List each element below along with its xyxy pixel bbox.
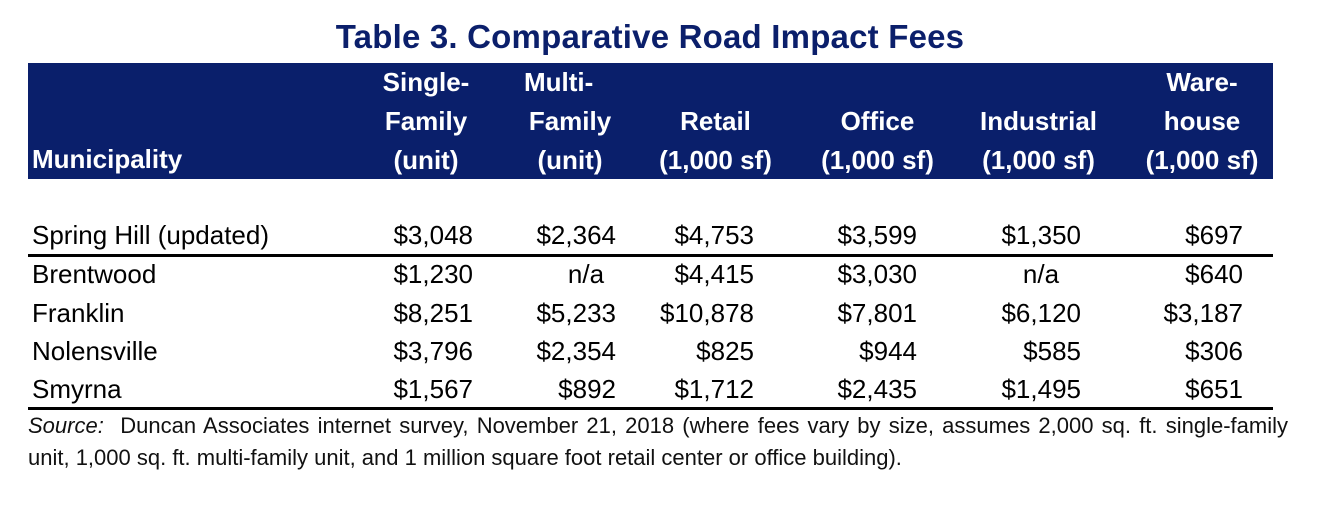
cell-industrial: n/a xyxy=(1022,259,1060,289)
header-multi-family: Multi- Family (unit) xyxy=(516,63,624,180)
header-multi-family-line-2: Family xyxy=(528,106,612,136)
row-divider xyxy=(28,254,1273,257)
header-municipality: Municipality xyxy=(32,144,183,174)
table-header-band xyxy=(28,63,1273,179)
header-office-line-1 xyxy=(810,63,945,102)
cell-multi-family: $5,233 xyxy=(536,298,616,328)
header-retail-line-2: Retail xyxy=(680,106,751,136)
cell-warehouse: $306 xyxy=(1185,336,1243,366)
cell-retail: $4,753 xyxy=(674,220,754,250)
cell-single-family: $1,567 xyxy=(393,374,473,404)
cell-industrial: $6,120 xyxy=(1001,298,1081,328)
header-industrial-line-1 xyxy=(971,63,1106,102)
header-multi-family-line-1: Multi- xyxy=(524,67,594,97)
header-retail-line-3: (1,000 sf) xyxy=(659,145,772,175)
header-single-family-line-2: Family xyxy=(384,106,468,136)
header-industrial: Industrial (1,000 sf) xyxy=(971,63,1106,180)
header-multi-family-line-3: (unit) xyxy=(537,145,603,175)
cell-single-family: $3,796 xyxy=(393,336,473,366)
header-industrial-line-2: Industrial xyxy=(979,106,1097,136)
cell-office: $7,801 xyxy=(837,298,917,328)
table-row-smyrna: Smyrna $1,567 $892 $1,712 $2,435 $1,495 … xyxy=(28,370,1273,409)
cell-office: $3,030 xyxy=(837,259,917,289)
row-municipality: Brentwood xyxy=(32,259,157,289)
cell-warehouse: $3,187 xyxy=(1163,298,1243,328)
header-single-family: Single- Family (unit) xyxy=(372,63,480,180)
cell-office: $944 xyxy=(859,336,917,366)
cell-retail: $825 xyxy=(696,336,754,366)
source-note: Source: Duncan Associates internet surve… xyxy=(28,410,1288,474)
table-row-nolensville: Nolensville $3,796 $2,354 $825 $944 $585… xyxy=(28,332,1273,371)
cell-industrial: $1,350 xyxy=(1001,220,1081,250)
row-municipality: Nolensville xyxy=(32,336,158,366)
cell-warehouse: $651 xyxy=(1185,374,1243,404)
table-row-spring-hill: Spring Hill (updated) $3,048 $2,364 $4,7… xyxy=(28,216,1273,255)
row-municipality: Smyrna xyxy=(32,374,122,404)
cell-multi-family: $892 xyxy=(558,374,616,404)
cell-single-family: $3,048 xyxy=(393,220,473,250)
cell-multi-family: $2,364 xyxy=(536,220,616,250)
header-retail: Retail (1,000 sf) xyxy=(648,63,783,180)
source-label: Source: xyxy=(28,413,104,438)
header-office-line-3: (1,000 sf) xyxy=(821,145,934,175)
header-warehouse-line-2: house xyxy=(1163,106,1241,136)
cell-retail: $10,878 xyxy=(660,298,754,328)
header-single-family-line-1: Single- xyxy=(382,67,470,97)
cell-office: $2,435 xyxy=(837,374,917,404)
cell-industrial: $1,495 xyxy=(1001,374,1081,404)
cell-multi-family: n/a xyxy=(567,259,605,289)
header-office: Office (1,000 sf) xyxy=(810,63,945,180)
cell-retail: $4,415 xyxy=(674,259,754,289)
cell-industrial: $585 xyxy=(1023,336,1081,366)
table-row-franklin: Franklin $8,251 $5,233 $10,878 $7,801 $6… xyxy=(28,294,1273,333)
table-title: Table 3. Comparative Road Impact Fees xyxy=(335,18,965,55)
cell-multi-family: $2,354 xyxy=(536,336,616,366)
source-text: Duncan Associates internet survey, Novem… xyxy=(28,413,1288,470)
cell-retail: $1,712 xyxy=(674,374,754,404)
cell-single-family: $8,251 xyxy=(393,298,473,328)
row-municipality: Spring Hill (updated) xyxy=(32,220,270,250)
header-warehouse-line-1: Ware- xyxy=(1166,67,1238,97)
header-warehouse-line-3: (1,000 sf) xyxy=(1145,145,1259,175)
header-office-line-2: Office xyxy=(840,106,915,136)
header-retail-line-1 xyxy=(648,63,783,102)
table-row-brentwood: Brentwood $1,230 n/a $4,415 $3,030 n/a $… xyxy=(28,255,1273,294)
cell-warehouse: $697 xyxy=(1185,220,1243,250)
cell-office: $3,599 xyxy=(837,220,917,250)
table-bottom-rule xyxy=(28,407,1273,410)
cell-warehouse: $640 xyxy=(1185,259,1243,289)
header-industrial-line-3: (1,000 sf) xyxy=(982,145,1095,175)
header-warehouse: Ware- house (1,000 sf) xyxy=(1134,63,1270,180)
row-municipality: Franklin xyxy=(32,298,125,328)
header-single-family-line-3: (unit) xyxy=(393,145,459,175)
cell-single-family: $1,230 xyxy=(393,259,473,289)
